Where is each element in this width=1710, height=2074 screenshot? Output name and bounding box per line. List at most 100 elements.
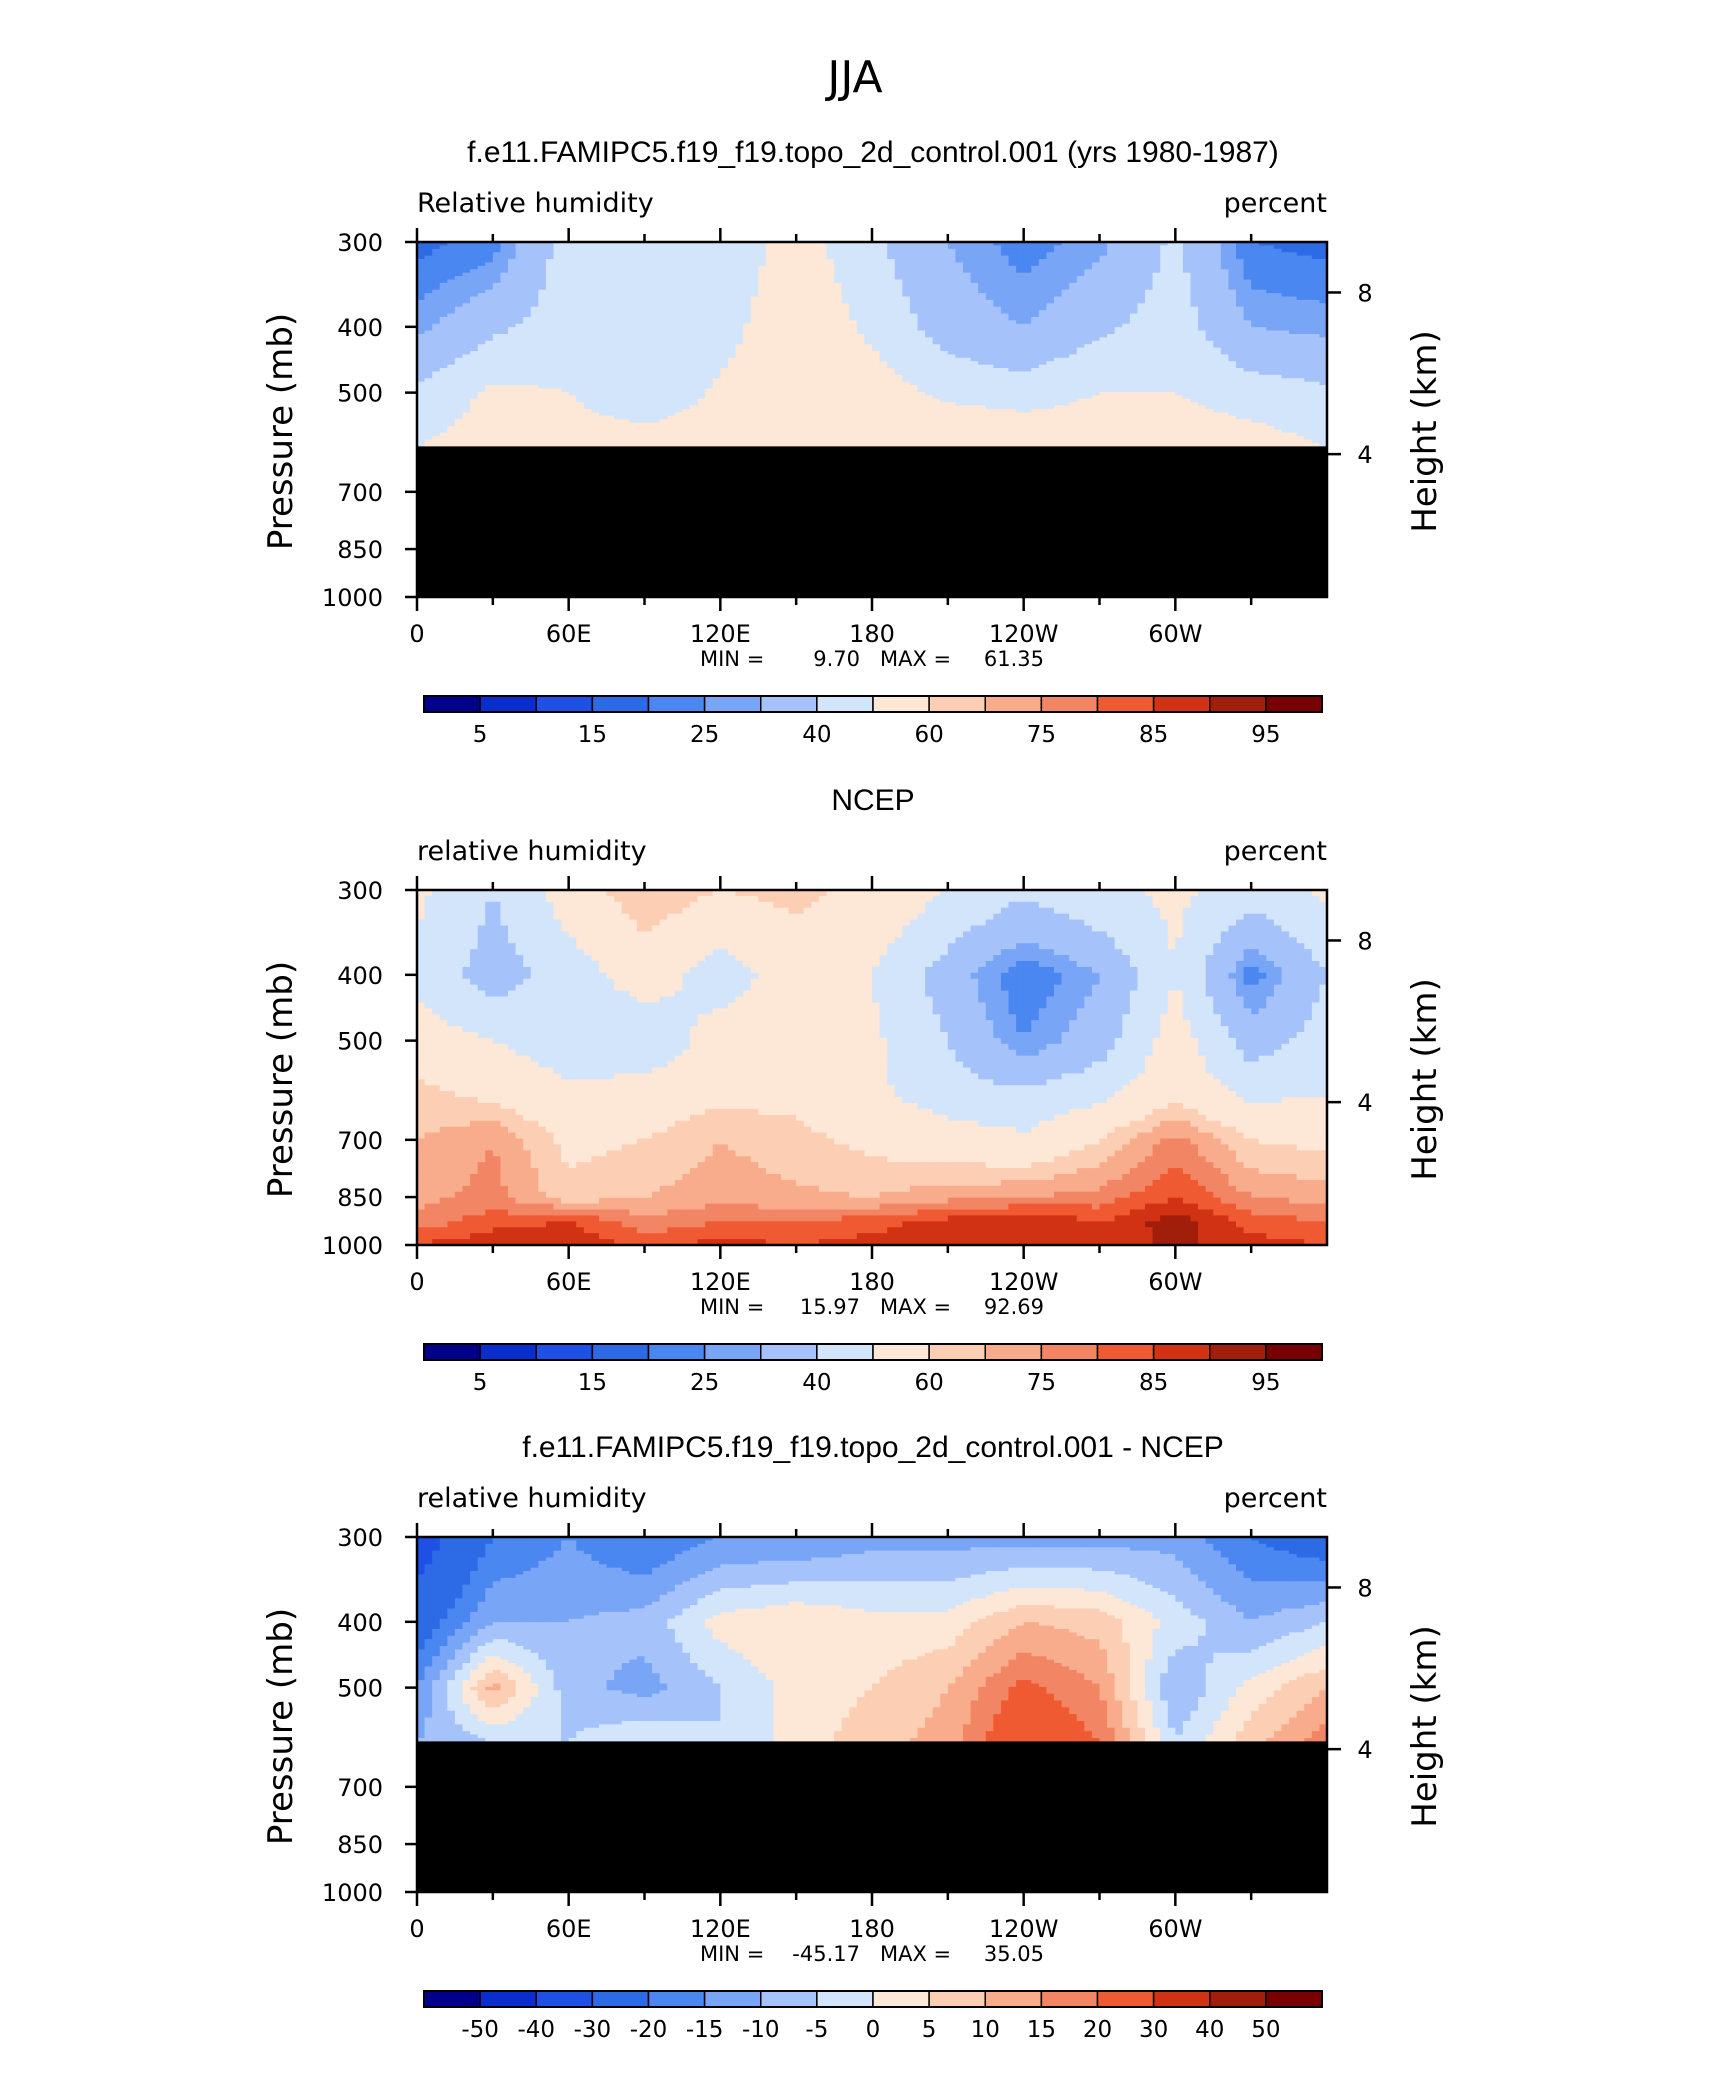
contour-cell xyxy=(1251,340,1260,345)
contour-cell xyxy=(1251,259,1260,264)
contour-cell xyxy=(1319,262,1327,267)
contour-cell xyxy=(1319,364,1327,369)
contour-cell xyxy=(629,248,638,253)
contour-cell xyxy=(1243,293,1252,298)
contour-cell xyxy=(538,248,547,253)
contour-cell xyxy=(1091,344,1101,349)
contour-cell xyxy=(1076,252,1085,257)
contour-cell xyxy=(758,340,767,345)
contour-cell xyxy=(841,252,850,257)
contour-cell xyxy=(1114,248,1123,253)
contour-cell xyxy=(1175,279,1184,284)
contour-cell xyxy=(1046,378,1055,383)
contour-cell xyxy=(1008,245,1017,250)
contour-cell xyxy=(599,289,608,294)
contour-cell xyxy=(1038,310,1048,315)
contour-cell xyxy=(538,320,547,325)
contour-cell xyxy=(788,279,797,284)
contour-cell xyxy=(1167,293,1176,298)
contour-cell xyxy=(879,368,888,373)
contour-cell xyxy=(1175,347,1184,352)
contour-cell xyxy=(872,279,881,284)
contour-cell xyxy=(1251,248,1260,253)
contour-cell xyxy=(500,378,509,383)
contour-cell xyxy=(1000,357,1010,362)
contour-cell xyxy=(1114,293,1123,298)
contour-cell xyxy=(887,323,896,328)
contour-cell xyxy=(856,252,866,257)
contour-cell xyxy=(796,272,805,277)
contour-cell xyxy=(887,368,896,373)
contour-cell xyxy=(561,340,570,345)
contour-cell xyxy=(1016,272,1025,277)
contour-cell xyxy=(1046,364,1055,369)
contour-cell xyxy=(932,361,941,366)
contour-cell xyxy=(508,252,517,257)
contour-cell xyxy=(1190,265,1199,270)
contour-cell xyxy=(1182,354,1192,359)
contour-cell xyxy=(432,255,441,260)
contour-cell xyxy=(1258,310,1267,315)
contour-cell xyxy=(1129,316,1139,321)
contour-cell xyxy=(462,340,471,345)
contour-cell xyxy=(1000,330,1010,335)
contour-cell xyxy=(765,361,775,366)
contour-cell xyxy=(523,320,532,325)
contour-cell xyxy=(1296,374,1305,379)
contour-cell xyxy=(462,337,471,342)
contour-cell xyxy=(424,361,433,366)
contour-cell xyxy=(1023,344,1032,349)
contour-cell xyxy=(1069,296,1078,301)
contour-cell xyxy=(758,245,767,250)
contour-cell xyxy=(978,272,987,277)
contour-cell xyxy=(614,354,623,359)
contour-cell xyxy=(818,340,828,345)
contour-cell xyxy=(1319,316,1327,321)
contour-cell xyxy=(591,265,600,270)
contour-cell xyxy=(636,347,646,352)
contour-cell xyxy=(1084,293,1093,298)
contour-cell xyxy=(1016,323,1025,328)
contour-cell xyxy=(1084,340,1093,345)
contour-cell xyxy=(1205,293,1214,298)
contour-cell xyxy=(963,262,972,267)
contour-cell xyxy=(1296,269,1305,274)
contour-cell xyxy=(439,357,448,362)
contour-cell xyxy=(690,330,699,335)
contour-cell xyxy=(1220,296,1230,301)
contour-cell xyxy=(1152,306,1161,311)
contour-cell xyxy=(1137,347,1146,352)
contour-cell xyxy=(1258,303,1267,308)
contour-cell xyxy=(515,333,524,338)
contour-cell xyxy=(750,299,759,304)
contour-cell xyxy=(1160,347,1169,352)
contour-cell xyxy=(1258,286,1267,291)
contour-cell xyxy=(1167,371,1176,376)
contour-cell xyxy=(1258,316,1267,321)
contour-cell xyxy=(1046,351,1055,356)
contour-cell xyxy=(1008,374,1017,379)
contour-cell xyxy=(674,347,684,352)
contour-cell xyxy=(682,316,691,321)
contour-cell xyxy=(902,354,911,359)
contour-cell xyxy=(1107,269,1116,274)
contour-cell xyxy=(515,279,524,284)
contour-cell xyxy=(1205,333,1214,338)
contour-cell xyxy=(872,381,881,386)
contour-cell xyxy=(902,272,911,277)
contour-cell xyxy=(454,340,464,345)
contour-cell xyxy=(667,299,676,304)
contour-cell xyxy=(1236,262,1245,267)
contour-cell xyxy=(963,289,972,294)
contour-cell xyxy=(947,381,957,386)
contour-cell xyxy=(621,242,630,247)
contour-cell xyxy=(872,289,881,294)
contour-cell xyxy=(765,364,775,369)
contour-cell xyxy=(621,296,630,301)
contour-cell xyxy=(932,344,941,349)
contour-cell xyxy=(826,276,835,281)
contour-cell xyxy=(1054,299,1063,304)
contour-cell xyxy=(1107,255,1116,260)
contour-cell xyxy=(1243,357,1252,362)
contour-cell xyxy=(538,259,547,264)
